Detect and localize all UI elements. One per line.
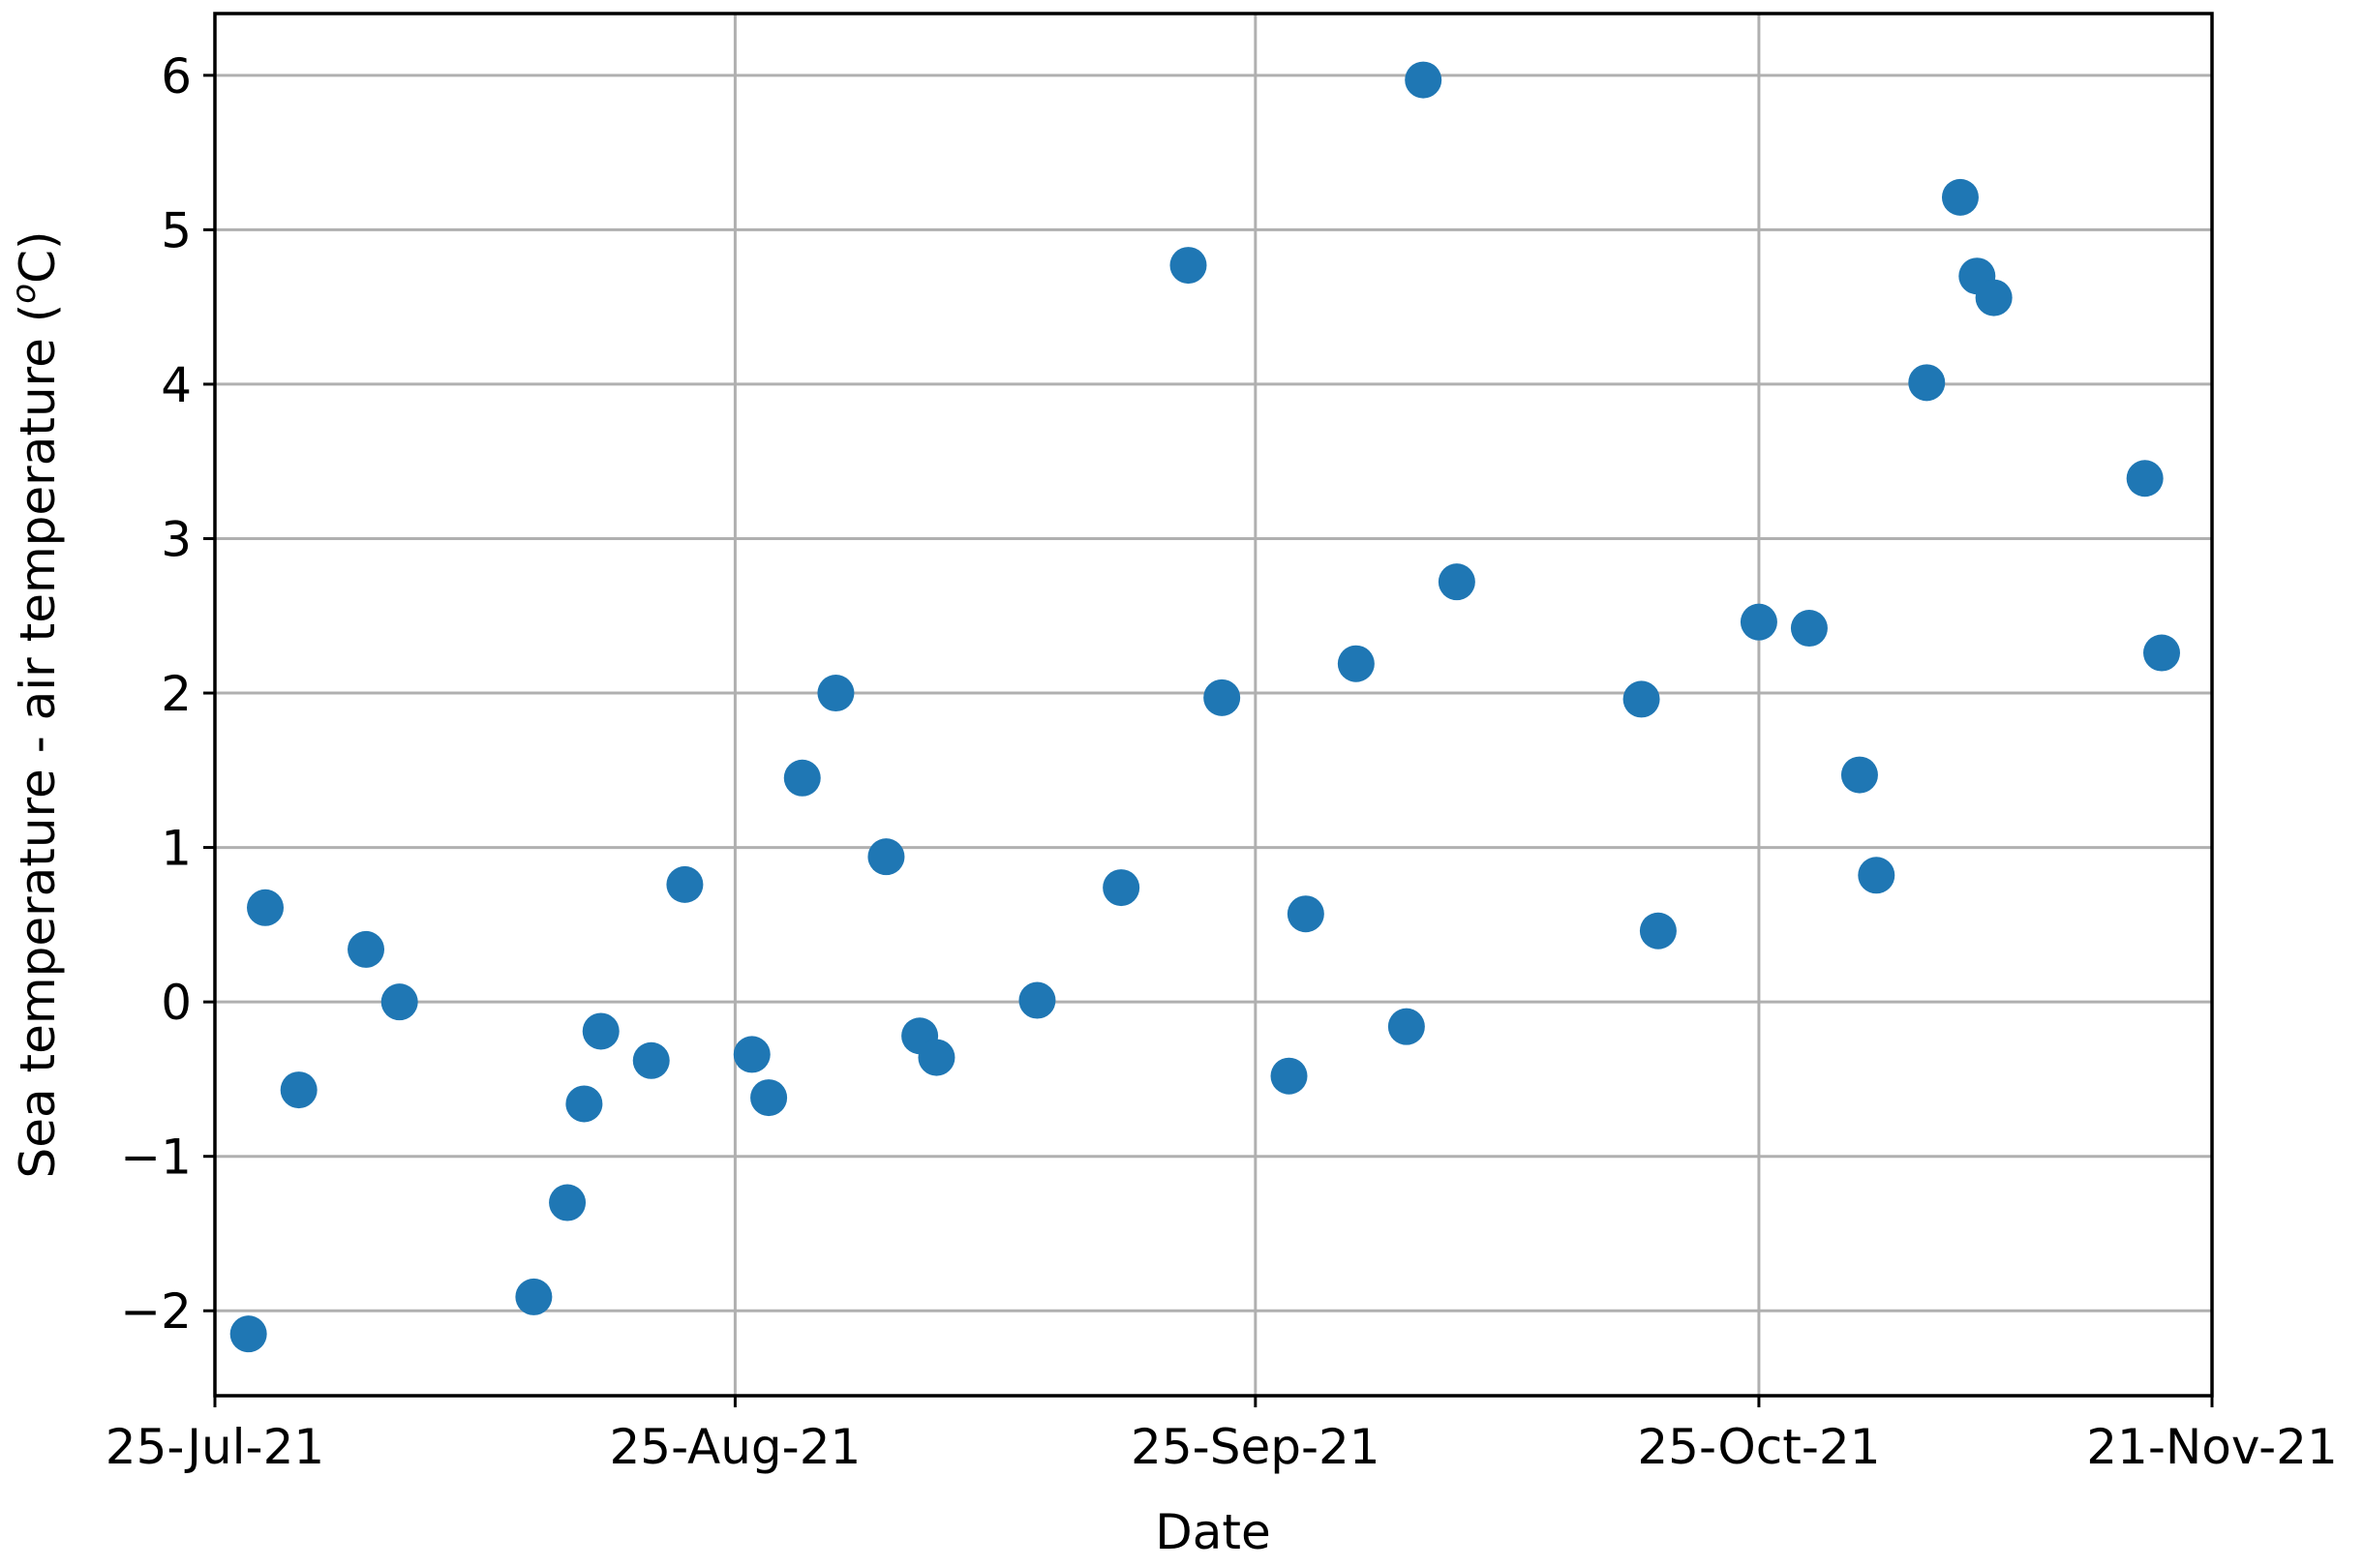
y-axis-label-text: Sea temperature - air temperature (: [10, 304, 66, 1179]
x-axis-label: Date: [1155, 1504, 1271, 1560]
data-point: [1622, 680, 1660, 718]
data-point: [1337, 645, 1375, 682]
y-tick-label: 4: [161, 357, 192, 413]
data-point: [1018, 981, 1056, 1019]
data-point: [380, 983, 418, 1021]
data-point: [750, 1079, 788, 1117]
data-point: [1103, 869, 1140, 907]
data-point: [1740, 603, 1777, 641]
y-tick-label: 0: [161, 975, 192, 1031]
ticks-layer: [203, 74, 2214, 1407]
data-point: [1975, 279, 2013, 317]
y-axis-label-superscript: o: [5, 284, 44, 304]
y-tick-label: 5: [161, 202, 192, 258]
data-point: [867, 838, 905, 876]
y-tick-label: 2: [161, 666, 192, 722]
data-point: [817, 675, 855, 712]
data-point: [1270, 1057, 1308, 1095]
data-point: [1790, 610, 1828, 648]
data-point: [783, 759, 821, 797]
data-point: [1405, 61, 1442, 99]
data-point: [229, 1315, 267, 1353]
data-point: [1387, 1008, 1425, 1045]
data-point: [1639, 912, 1677, 950]
y-tick-label: 6: [161, 48, 192, 105]
data-point: [280, 1071, 318, 1109]
data-point: [515, 1278, 553, 1315]
plot-frame: [213, 12, 2214, 1398]
x-tick-label: 25-Sep-21: [1131, 1419, 1380, 1475]
data-point: [1287, 895, 1324, 933]
data-point: [1438, 563, 1475, 601]
x-tick-label: 25-Oct-21: [1637, 1419, 1880, 1475]
tick-labels-layer: −2 −1 0 1 2 3 4 5 6 25-Jul-21 25-Aug-21 25-Sep-21 25…: [106, 48, 2338, 1475]
data-point: [2142, 634, 2180, 672]
y-tick-label: −2: [120, 1283, 192, 1340]
data-point: [632, 1041, 670, 1079]
x-tick-label: 21-Nov-21: [2086, 1419, 2338, 1475]
data-point: [582, 1012, 620, 1050]
x-tick-label: 25-Jul-21: [106, 1419, 324, 1475]
y-tick-label: −1: [120, 1130, 192, 1186]
data-point: [733, 1036, 771, 1073]
data-point: [1858, 857, 1895, 894]
data-point: [1941, 178, 1979, 216]
points-layer: [229, 61, 2180, 1353]
data-point: [1840, 756, 1878, 794]
data-point: [348, 930, 385, 968]
data-point: [549, 1184, 587, 1221]
data-point: [565, 1085, 603, 1123]
data-point: [247, 889, 285, 926]
y-tick-label: 1: [161, 821, 192, 877]
data-point: [666, 865, 704, 903]
y-axis-label: Sea temperature - air temperature (oC): [5, 230, 66, 1178]
data-point: [918, 1039, 955, 1076]
data-point: [1203, 678, 1241, 716]
data-point: [1908, 364, 1946, 402]
data-point: [1169, 247, 1207, 285]
y-axis-label-unit: C): [10, 230, 66, 283]
y-tick-label: 3: [161, 511, 192, 567]
x-tick-label: 25-Aug-21: [609, 1419, 861, 1475]
data-point: [2126, 460, 2164, 498]
